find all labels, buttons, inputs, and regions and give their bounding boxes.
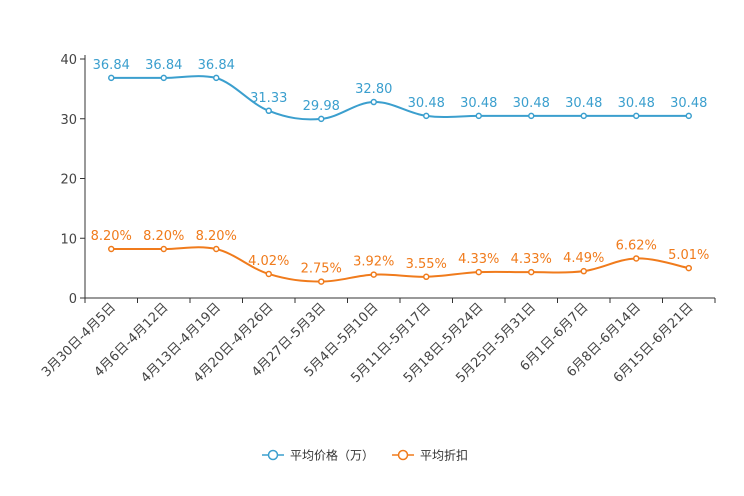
data-point[interactable] xyxy=(685,264,692,272)
series-line xyxy=(111,75,689,121)
data-label: 8.20% xyxy=(143,229,184,244)
data-label: 5.01% xyxy=(668,248,709,263)
y-tick-label: 10 xyxy=(60,232,77,247)
data-label: 4.33% xyxy=(511,252,552,267)
data-label: 8.20% xyxy=(91,229,132,244)
legend-item-2[interactable]: 平均折扣 xyxy=(392,448,468,463)
series-group: 36.84 36.84 36.84 31.33 29.98 32.80 30.48 30.48… xyxy=(91,58,709,285)
data-point[interactable] xyxy=(580,112,587,120)
data-label: 30.48 xyxy=(460,96,497,111)
data-label: 30.48 xyxy=(408,96,445,111)
data-label: 3.55% xyxy=(406,257,447,272)
data-point[interactable] xyxy=(160,74,167,82)
data-point[interactable] xyxy=(528,268,535,276)
data-label: 32.80 xyxy=(355,82,392,97)
data-label: 29.98 xyxy=(303,99,340,114)
data-point[interactable] xyxy=(160,245,167,253)
data-point[interactable] xyxy=(475,268,482,276)
series-1: 36.84 36.84 36.84 31.33 29.98 32.80 30.48 30.48… xyxy=(93,58,707,123)
data-label: 6.62% xyxy=(616,238,657,253)
y-tick-label: 30 xyxy=(60,113,77,128)
data-label: 36.84 xyxy=(145,58,182,73)
data-label: 4.49% xyxy=(563,251,604,266)
data-point[interactable] xyxy=(633,255,640,262)
data-label: 4.02% xyxy=(248,254,289,269)
data-label: 36.84 xyxy=(198,58,235,73)
data-label: 8.20% xyxy=(196,229,237,244)
data-point[interactable] xyxy=(370,98,377,106)
data-point[interactable] xyxy=(265,107,272,115)
data-label: 30.48 xyxy=(513,96,550,111)
data-point[interactable] xyxy=(370,271,377,278)
data-point[interactable] xyxy=(318,278,325,285)
data-label: 30.48 xyxy=(618,96,655,111)
data-label: 3.92% xyxy=(353,255,394,270)
data-point[interactable] xyxy=(423,112,430,120)
y-tick-label: 20 xyxy=(60,173,77,188)
data-point[interactable] xyxy=(685,112,692,120)
data-point[interactable] xyxy=(213,245,220,253)
data-point[interactable] xyxy=(475,112,482,120)
data-point[interactable] xyxy=(213,74,220,82)
series-line xyxy=(111,246,689,283)
data-point[interactable] xyxy=(108,245,115,253)
data-label: 31.33 xyxy=(250,91,287,106)
data-point[interactable] xyxy=(108,74,115,82)
data-label: 30.48 xyxy=(670,96,707,111)
legend-label: 平均价格（万） xyxy=(290,448,374,463)
legend[interactable]: 平均价格（万） 平均折扣 xyxy=(262,448,468,463)
legend-marker xyxy=(397,449,409,461)
data-point[interactable] xyxy=(580,267,587,275)
data-point[interactable] xyxy=(423,273,430,281)
data-point[interactable] xyxy=(528,112,535,120)
data-point[interactable] xyxy=(633,112,640,120)
data-label: 36.84 xyxy=(93,58,130,73)
y-tick-label: 40 xyxy=(60,53,77,68)
y-tick-label: 0 xyxy=(69,292,77,307)
data-label: 4.33% xyxy=(458,252,499,267)
legend-marker xyxy=(267,449,279,461)
data-point[interactable] xyxy=(265,270,272,278)
data-label: 2.75% xyxy=(301,262,342,277)
data-point[interactable] xyxy=(318,115,325,123)
legend-label: 平均折扣 xyxy=(420,448,468,463)
legend-item-1[interactable]: 平均价格（万） xyxy=(262,448,374,463)
data-label: 30.48 xyxy=(565,96,602,111)
series-2: 8.20% 8.20% 8.20% 4.02% 2.75% 3.92% 3.55% 4.33%… xyxy=(91,229,709,285)
